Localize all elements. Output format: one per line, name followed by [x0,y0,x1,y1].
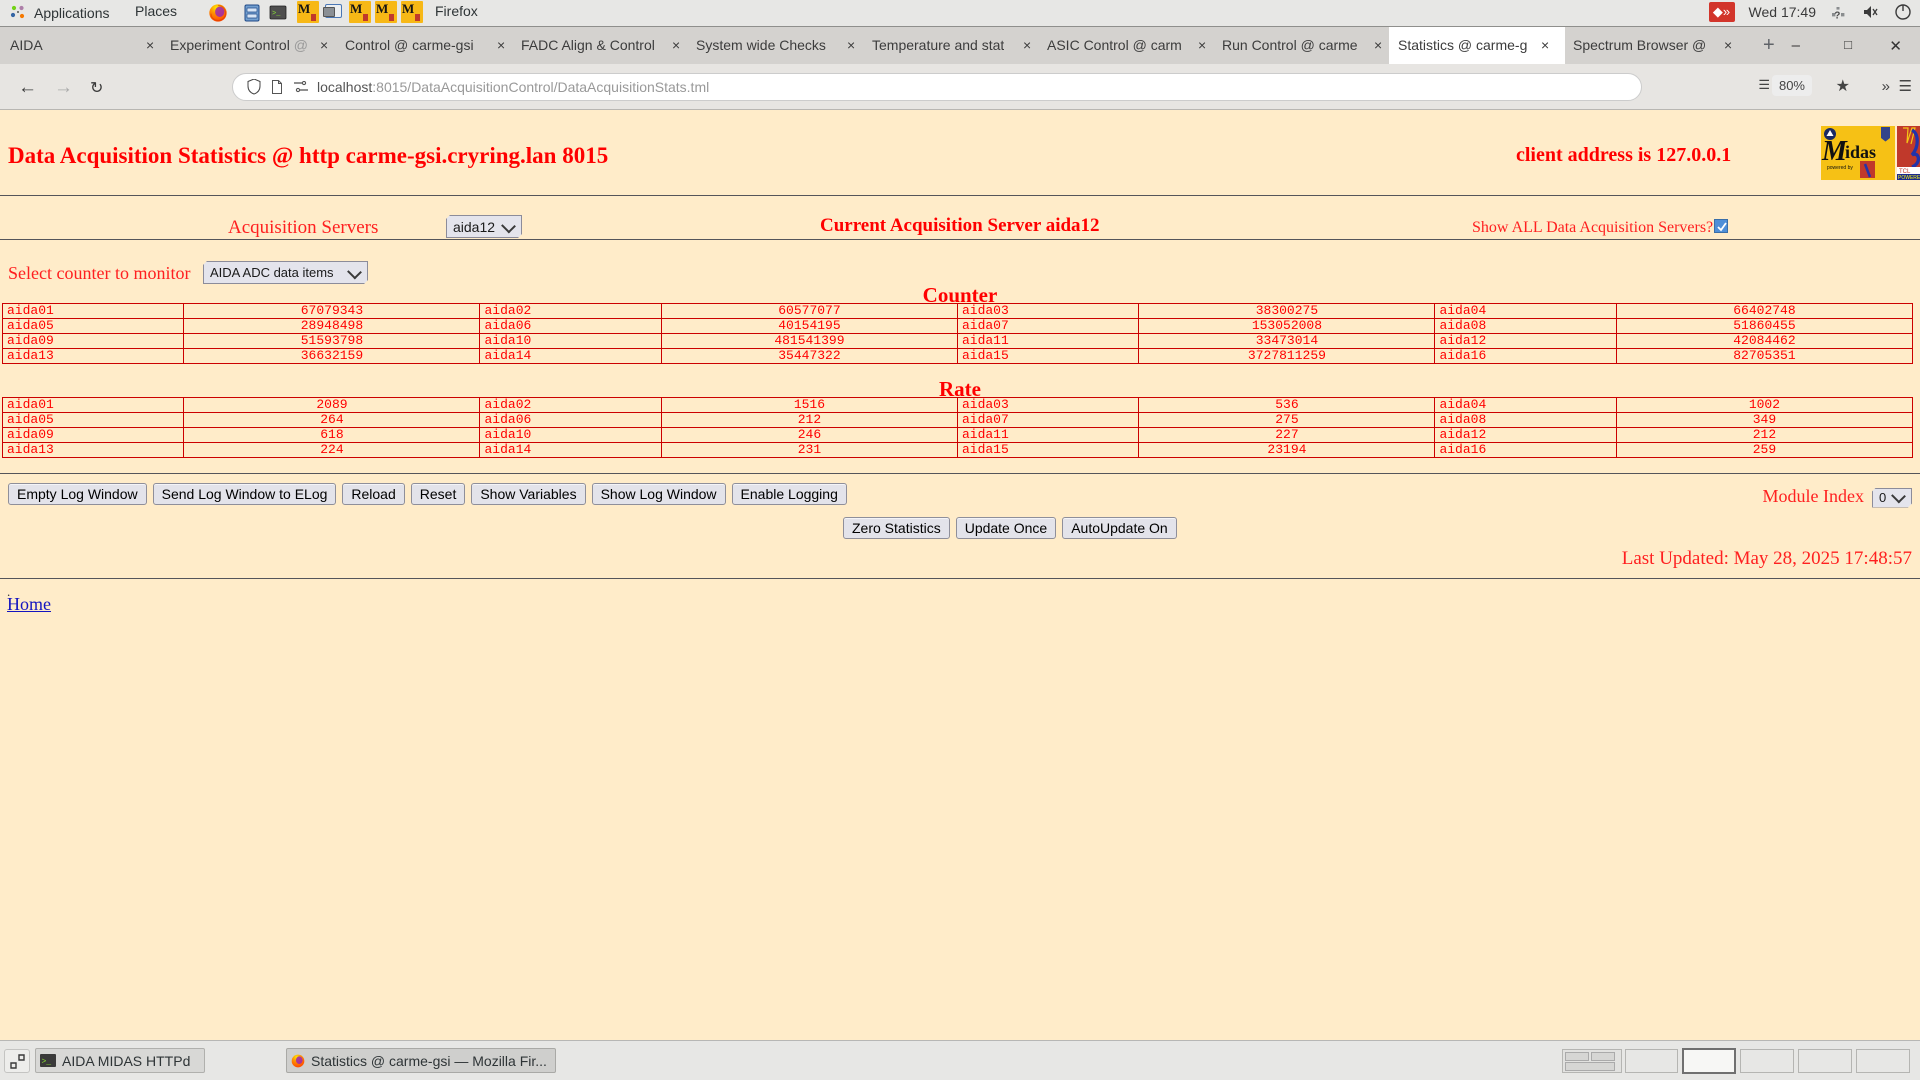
svg-text:M: M [1821,136,1848,167]
svg-text:?: ? [1834,11,1840,22]
svg-text:>_: >_ [42,1057,52,1066]
svg-text:idas: idas [1845,142,1876,162]
svg-text:>_: >_ [272,10,281,18]
svg-text:powered by: powered by [1827,165,1853,171]
svg-text:POWERED: POWERED [1898,175,1920,180]
